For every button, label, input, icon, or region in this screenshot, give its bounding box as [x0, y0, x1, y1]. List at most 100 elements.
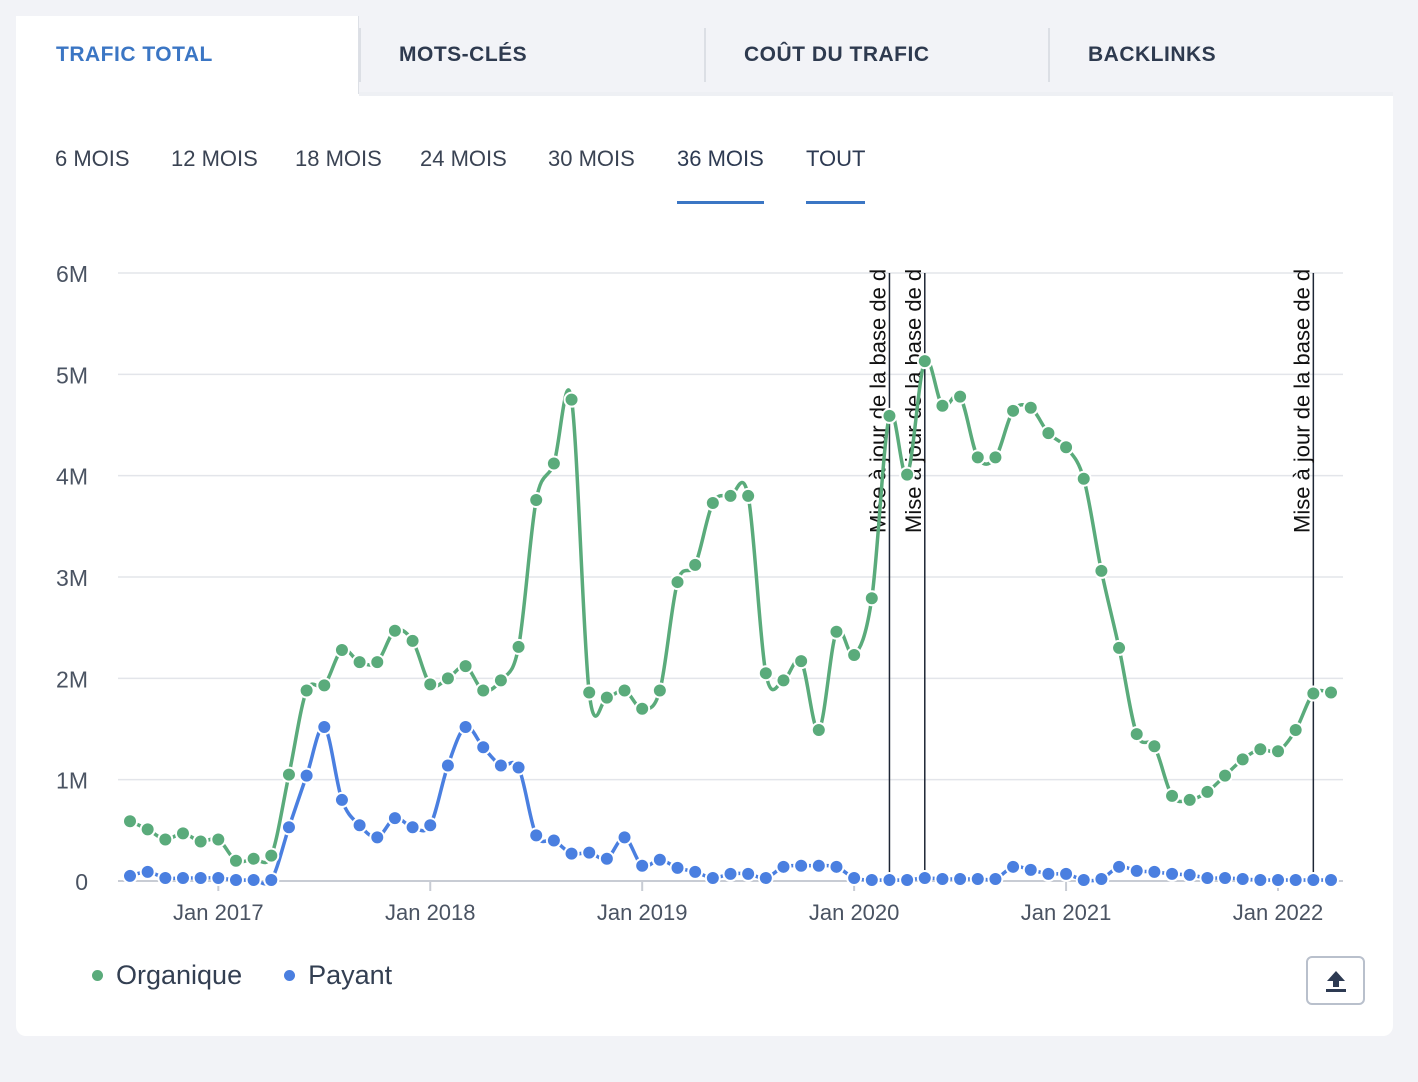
- data-point: [404, 632, 421, 649]
- export-button[interactable]: [1306, 956, 1365, 1005]
- data-point: [899, 871, 916, 888]
- data-point: [1199, 783, 1216, 800]
- data-point: [492, 757, 509, 774]
- legend-label: Payant: [308, 960, 393, 990]
- data-point: [934, 870, 951, 887]
- annotations: Mise à jour de la base de d Mise à jour d…: [865, 269, 1314, 881]
- series-line-organique: [129, 357, 1332, 865]
- data-point: [122, 867, 138, 884]
- data-point: [528, 491, 545, 508]
- y-tick-label: 3M: [56, 565, 88, 591]
- data-point: [369, 654, 386, 671]
- data-point: [139, 821, 156, 838]
- data-point: [545, 832, 562, 849]
- y-tick-label: 5M: [56, 362, 88, 388]
- x-tick-label: Jan 2022: [1233, 900, 1324, 925]
- data-point: [1270, 871, 1287, 888]
- tab-mots-cles[interactable]: MOTS-CLÉS: [359, 16, 704, 94]
- data-point: [828, 858, 845, 875]
- data-point: [740, 487, 757, 504]
- data-point: [1111, 858, 1128, 875]
- period-12-mois[interactable]: 12 MOIS: [171, 146, 258, 171]
- data-point: [457, 718, 474, 735]
- y-tick-label: 6M: [56, 261, 88, 287]
- data-point: [351, 817, 368, 834]
- data-point: [510, 638, 527, 655]
- x-tick-label: Jan 2017: [173, 900, 264, 925]
- tab-trafic-total[interactable]: TRAFIC TOTAL: [16, 16, 359, 94]
- data-point: [899, 466, 916, 483]
- period-tout[interactable]: TOUT: [806, 146, 866, 204]
- data-point: [528, 827, 545, 844]
- data-point: [1287, 722, 1304, 739]
- data-point: [863, 590, 880, 607]
- data-point: [952, 388, 969, 405]
- traffic-card: TRAFIC TOTAL MOTS-CLÉS COÛT DU TRAFIC BA…: [16, 16, 1393, 1036]
- data-point: [704, 495, 721, 512]
- data-point: [987, 449, 1004, 466]
- data-point: [722, 865, 739, 882]
- data-point: [1075, 470, 1092, 487]
- y-tick-label: 1M: [56, 768, 88, 794]
- chart-grid: [118, 272, 1343, 882]
- data-point: [475, 682, 492, 699]
- period-36-mois[interactable]: 36 MOIS: [677, 146, 764, 204]
- data-point: [722, 487, 739, 504]
- tab-label: BACKLINKS: [1088, 43, 1217, 66]
- data-point: [846, 647, 863, 664]
- data-point: [1146, 738, 1163, 755]
- legend-item-payant[interactable]: Payant: [284, 960, 392, 991]
- data-point: [210, 831, 227, 848]
- data-point: [1323, 684, 1339, 701]
- chart-legend: Organique Payant: [92, 960, 392, 991]
- data-point: [351, 654, 368, 671]
- data-point: [651, 682, 668, 699]
- data-point: [316, 718, 333, 735]
- data-point: [581, 684, 598, 701]
- tab-backlinks[interactable]: BACKLINKS: [1048, 16, 1393, 94]
- metric-tabs: TRAFIC TOTAL MOTS-CLÉS COÛT DU TRAFIC BA…: [16, 16, 1393, 94]
- data-point: [404, 819, 421, 836]
- period-24-mois[interactable]: 24 MOIS: [420, 146, 507, 171]
- data-point: [563, 845, 580, 862]
- data-point: [192, 869, 209, 886]
- data-point: [881, 407, 898, 424]
- data-point: [793, 857, 810, 874]
- data-point: [1252, 871, 1269, 888]
- data-point: [634, 700, 651, 717]
- data-point: [1075, 871, 1092, 888]
- data-point: [598, 689, 615, 706]
- data-point: [386, 810, 403, 827]
- data-point: [1181, 866, 1198, 883]
- data-point: [952, 870, 969, 887]
- tab-label: MOTS-CLÉS: [399, 43, 528, 66]
- x-tick-label: Jan 2021: [1021, 900, 1112, 925]
- tab-label: COÛT DU TRAFIC: [744, 43, 930, 66]
- data-point: [616, 682, 633, 699]
- data-point: [704, 869, 721, 886]
- data-point: [1305, 685, 1322, 702]
- data-point: [386, 622, 403, 639]
- data-point: [1181, 791, 1198, 808]
- period-18-mois[interactable]: 18 MOIS: [295, 146, 382, 171]
- data-point: [916, 869, 933, 886]
- y-axis: 0 1M 2M 3M 4M 5M 6M: [56, 261, 88, 895]
- data-point: [422, 817, 439, 834]
- data-point: [422, 676, 439, 693]
- legend-item-organique[interactable]: Organique: [92, 960, 242, 991]
- data-point: [280, 819, 297, 836]
- data-point: [828, 623, 845, 640]
- period-6-mois[interactable]: 6 MOIS: [55, 146, 130, 171]
- data-point: [1058, 865, 1075, 882]
- data-point: [1234, 870, 1251, 887]
- tab-cout-du-trafic[interactable]: COÛT DU TRAFIC: [704, 16, 1048, 94]
- data-point: [1287, 871, 1304, 888]
- annotation-label: Mise à jour de la base de d: [865, 269, 890, 533]
- data-point: [669, 859, 686, 876]
- data-point: [634, 857, 651, 874]
- data-point: [298, 767, 315, 784]
- period-30-mois[interactable]: 30 MOIS: [548, 146, 635, 171]
- data-point: [969, 449, 986, 466]
- legend-dot-payant: [284, 970, 296, 981]
